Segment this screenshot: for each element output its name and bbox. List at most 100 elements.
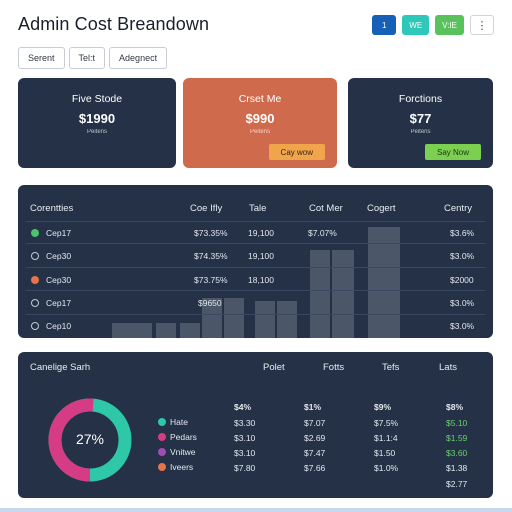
column-total: $8%: [446, 402, 464, 412]
donut-center-label: 27%: [75, 431, 105, 447]
row-divider: [26, 314, 485, 315]
value-cell: $3.60: [446, 448, 468, 458]
bg-bar: [112, 323, 132, 338]
row-cell: $73.75%: [194, 275, 228, 285]
bottom-edge-strip: [0, 508, 512, 512]
summary-card-forctions: Forctions $77 Peitens Say Now: [348, 78, 493, 168]
status-dot-empty-icon: [31, 299, 39, 307]
value-cell: $2.69: [304, 433, 326, 443]
table-header-cogert: Cogert: [367, 203, 396, 214]
filter-button-telt[interactable]: Tel:t: [68, 47, 106, 69]
table-header-centry: Centry: [444, 203, 472, 214]
action-button-1[interactable]: 1: [372, 15, 397, 35]
value-cell: $3.10: [234, 448, 256, 458]
status-dot-orange-icon: [31, 276, 39, 284]
bg-bar: [332, 250, 354, 338]
filter-button-serent[interactable]: Serent: [18, 47, 65, 69]
value-cell: $7.80: [234, 463, 256, 473]
row-cell: 19,100: [248, 228, 274, 238]
card-value: $1990: [78, 111, 116, 126]
column-header-fotts: Fotts: [323, 362, 345, 373]
value-cell: $1.0%: [374, 463, 399, 473]
table-header-cot-mer: Cot Mer: [309, 203, 343, 214]
row-cell: $2000: [450, 275, 474, 285]
legend-dot-hate-icon: [158, 418, 166, 426]
more-options-icon[interactable]: ⋮: [470, 15, 494, 35]
row-name: Cep30: [46, 251, 72, 261]
card-title: Crset Me: [238, 93, 282, 105]
value-cell: $1.59: [446, 433, 468, 443]
row-name: Cep17: [46, 298, 72, 308]
row-divider: [26, 243, 485, 244]
bg-bar: [255, 301, 275, 338]
filter-button-adegnect[interactable]: Adegnect: [109, 47, 168, 69]
row-cell: $74.35%: [194, 251, 228, 261]
category-breakdown-panel: Canelige Sarh Polet Fotts Tefs Lats 27% …: [18, 352, 493, 498]
value-cell: $3.10: [234, 433, 256, 443]
legend-label: Pedars: [170, 432, 197, 442]
column-total: $9%: [374, 402, 392, 412]
legend-dot-vnitwe-icon: [158, 448, 166, 456]
card-value: $77: [409, 111, 432, 126]
card-action-button[interactable]: Cay wow: [268, 144, 325, 160]
background-bar-graphic: [112, 227, 400, 338]
value-cell: $7.5%: [374, 418, 399, 428]
row-name: Cep17: [46, 228, 72, 238]
column-total: $1%: [304, 402, 322, 412]
card-value: $990: [245, 111, 275, 126]
action-button-we[interactable]: WE: [402, 15, 430, 35]
value-cell: $1.50: [374, 448, 396, 458]
value-cell: $7.07: [304, 418, 326, 428]
row-name: Cep30: [46, 275, 72, 285]
column-header-tefs: Tefs: [382, 362, 400, 373]
card-title: Forctions: [398, 93, 443, 105]
filter-bar: Serent Tel:t Adegnect: [18, 47, 168, 69]
row-cell: $3.0%: [450, 251, 475, 261]
legend-dot-pedars-icon: [158, 433, 166, 441]
card-subtitle: Peitens: [86, 129, 107, 135]
card-action-button[interactable]: Say Now: [424, 144, 481, 160]
status-dot-empty-icon: [31, 322, 39, 330]
table-header-tale: Tale: [249, 203, 267, 214]
row-cell: $73.35%: [194, 228, 228, 238]
action-button-vie[interactable]: V:IE: [435, 15, 464, 35]
column-header-polet: Polet: [263, 362, 285, 373]
column-header-lats: Lats: [439, 362, 457, 373]
row-cell: $3.0%: [450, 298, 475, 308]
value-cell: $7.66: [304, 463, 326, 473]
status-dot-empty-icon: [31, 252, 39, 260]
card-subtitle: Peitens: [410, 129, 431, 135]
row-cell: 19,100: [248, 251, 274, 261]
row-cell: $3.0%: [450, 321, 475, 331]
bg-bar: [180, 323, 200, 338]
value-cell: $1.38: [446, 463, 468, 473]
bg-bar: [224, 298, 244, 338]
card-subtitle: Peitens: [249, 129, 270, 135]
donut-chart: [48, 398, 132, 482]
legend-label: Vnitwe: [170, 447, 196, 457]
top-action-bar: 1 WE V:IE ⋮: [372, 15, 494, 35]
value-cell: $2.77: [446, 479, 468, 489]
row-cell: $9650: [198, 298, 222, 308]
cost-table-panel: Corentties Coe Ifly Tale Cot Mer Cogert …: [18, 185, 493, 338]
value-cell: $5.10: [446, 418, 468, 428]
legend-label: Iveers: [170, 462, 194, 472]
row-divider: [26, 221, 485, 222]
bg-bar: [132, 323, 152, 338]
legend-label: Hate: [170, 417, 188, 427]
bg-bar: [310, 250, 330, 338]
column-total: $4%: [234, 402, 252, 412]
bg-bar: [368, 227, 400, 338]
table-header-corentties: Corentties: [30, 203, 74, 214]
legend-dot-iveers-icon: [158, 463, 166, 471]
bg-bar: [202, 298, 222, 338]
row-cell: $3.6%: [450, 228, 475, 238]
row-cell: 18,100: [248, 275, 274, 285]
section-title: Canelige Sarh: [30, 362, 91, 373]
status-dot-green-icon: [31, 229, 39, 237]
row-cell: $7.07%: [308, 228, 337, 238]
bg-bar: [277, 301, 297, 338]
value-cell: $1.1:4: [374, 433, 398, 443]
value-cell: $7.47: [304, 448, 326, 458]
